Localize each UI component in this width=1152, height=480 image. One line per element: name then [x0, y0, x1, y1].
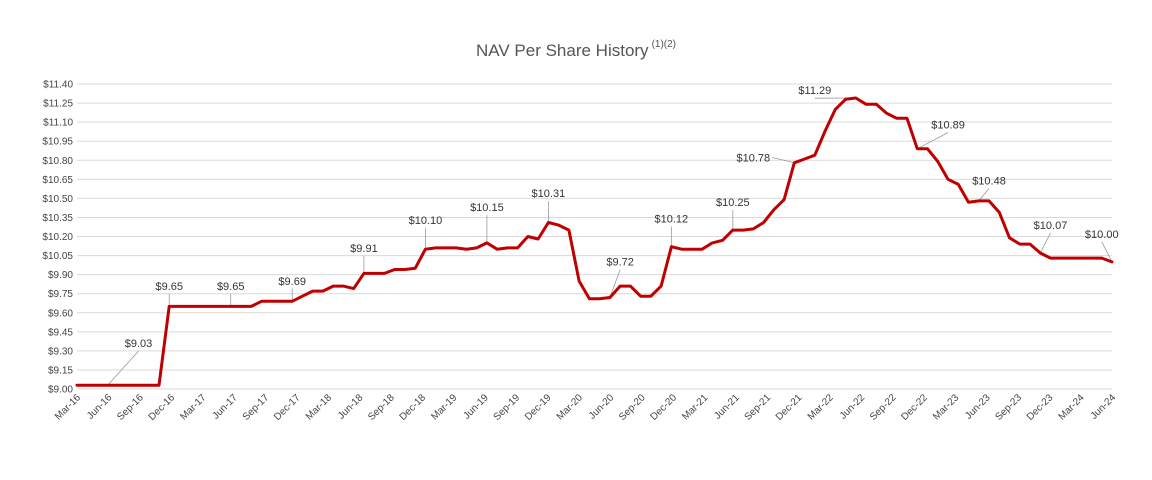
data-label: $10.07 [1034, 220, 1068, 232]
x-tick-label: Jun-19 [461, 392, 491, 422]
x-tick-label: Sep-20 [617, 392, 648, 423]
x-tick-label: Mar-21 [680, 392, 710, 422]
series-layer [75, 96, 1114, 387]
y-tick-label: $10.20 [42, 232, 73, 243]
chart-title: NAV Per Share History (1)(2) [0, 39, 1152, 61]
label-leader-line [107, 350, 139, 386]
x-tick-label: Mar-16 [53, 392, 83, 422]
y-tick-label: $10.65 [42, 175, 73, 186]
gridlines [77, 83, 1112, 390]
data-label: $9.03 [125, 338, 153, 350]
x-tick-label: Dec-16 [147, 392, 178, 423]
x-tick-label: Dec-20 [648, 392, 679, 423]
x-tick-label: Mar-20 [555, 392, 585, 422]
y-tick-label: $10.05 [42, 251, 73, 262]
y-tick-label: $9.00 [48, 385, 73, 396]
x-tick-label: Mar-17 [178, 392, 208, 422]
label-leader-line [917, 132, 949, 150]
x-tick-label: Jun-18 [336, 392, 366, 422]
data-label: $9.72 [606, 257, 634, 269]
data-label: $10.12 [655, 214, 689, 226]
x-tick-label: Dec-19 [523, 392, 554, 423]
x-tick-label: Mar-18 [304, 392, 334, 422]
x-tick-label: Jun-21 [712, 392, 742, 422]
data-label: $9.91 [350, 243, 378, 255]
x-tick-label: Sep-22 [868, 392, 899, 423]
y-tick-label: $10.95 [42, 137, 73, 148]
label-leader-line [1101, 241, 1113, 263]
x-tick-label: Sep-16 [115, 392, 146, 423]
x-tick-label: Sep-17 [241, 392, 272, 423]
data-label: $10.31 [532, 188, 566, 200]
x-tick-label: Mar-22 [806, 392, 836, 422]
x-tick-label: Dec-17 [272, 392, 303, 423]
data-label: $10.89 [931, 119, 965, 131]
label-leader-line [1039, 232, 1051, 254]
label-leader-line [978, 188, 990, 202]
data-label: $10.10 [409, 215, 443, 227]
y-tick-label: $9.90 [48, 270, 73, 281]
y-tick-label: $11.40 [43, 80, 73, 91]
data-label: $10.25 [716, 197, 750, 209]
y-tick-label: $10.80 [42, 156, 73, 167]
x-tick-label: Jun-17 [211, 392, 241, 422]
data-labels: $9.03 $9.65 $9.65 $9.69 $9.91 $10.10 $10.15 $10… [125, 85, 1119, 350]
chart-title-text: NAV Per Share History [475, 41, 649, 60]
y-tick-label: $9.60 [48, 308, 73, 319]
x-tick-label: Sep-21 [743, 392, 774, 423]
annotation-leaders [107, 97, 1113, 386]
x-tick-label: Sep-19 [492, 392, 523, 423]
y-axis-ticks: $9.00 $9.15 $9.30 $9.45 $9.60 $9.75 $9.90 $10.0… [42, 80, 73, 396]
x-tick-label: Dec-18 [398, 392, 429, 423]
nav-series-line [75, 96, 1114, 387]
y-tick-label: $9.15 [48, 365, 73, 376]
x-tick-label: Jun-20 [587, 392, 617, 422]
y-tick-label: $11.10 [43, 118, 73, 129]
x-axis-ticks: Mar-16 Jun-16 Sep-16 Dec-16 Mar-17 Jun-17 Sep-… [53, 392, 1118, 423]
x-tick-label: Mar-23 [931, 392, 961, 422]
data-label: $10.48 [972, 175, 1006, 187]
x-tick-label: Mar-24 [1057, 392, 1087, 422]
data-label: $10.00 [1085, 229, 1119, 241]
x-tick-label: Jun-23 [963, 392, 993, 422]
y-tick-label: $11.25 [43, 99, 73, 110]
x-tick-label: Jun-22 [838, 392, 868, 422]
y-tick-label: $9.75 [48, 289, 73, 300]
label-leader-line [609, 269, 621, 298]
y-tick-label: $9.30 [48, 346, 73, 357]
data-label: $10.78 [737, 153, 771, 165]
y-tick-label: $9.45 [48, 327, 73, 338]
x-tick-label: Jun-16 [85, 392, 115, 422]
label-leader-line [772, 157, 795, 164]
x-tick-label: Sep-18 [366, 392, 397, 423]
x-tick-label: Dec-22 [899, 392, 930, 423]
x-tick-label: Dec-23 [1025, 392, 1056, 423]
x-tick-label: Jun-24 [1089, 392, 1119, 422]
data-label: $11.29 [798, 85, 831, 97]
data-label: $9.69 [278, 276, 306, 288]
data-label: $9.65 [217, 281, 245, 293]
y-tick-label: $10.50 [42, 194, 73, 205]
chart-title-superscript: (1)(2) [651, 39, 677, 50]
x-tick-label: Mar-19 [429, 392, 459, 422]
data-label: $9.65 [155, 281, 183, 293]
x-tick-label: Dec-21 [774, 392, 805, 423]
y-tick-label: $10.35 [42, 213, 73, 224]
data-label: $10.15 [470, 202, 504, 214]
x-tick-label: Sep-23 [993, 392, 1024, 423]
